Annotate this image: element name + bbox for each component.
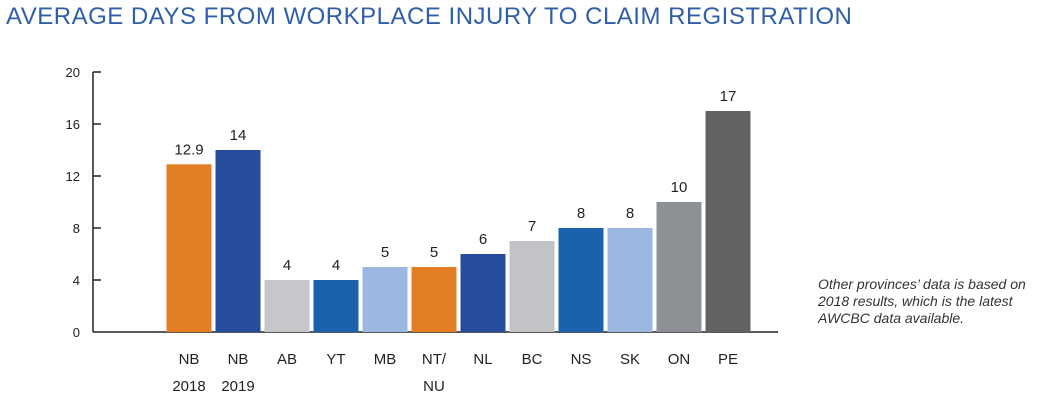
data-label: 4 — [283, 257, 291, 274]
bar — [313, 280, 359, 332]
bar — [264, 280, 310, 332]
data-label: 6 — [479, 231, 487, 248]
bars — [166, 111, 751, 332]
data-label: 5 — [381, 244, 389, 261]
data-label: 10 — [671, 179, 688, 196]
bar — [460, 254, 506, 332]
category-labels: NB 2018 NB 2019 AB YT MB NT/NU NL BC NS SK ON PE — [172, 351, 738, 395]
chart-title: AVERAGE DAYS FROM WORKPLACE INJURY TO CL… — [6, 3, 853, 30]
x-tick-label: NT/ — [422, 351, 447, 368]
y-tick-label: 0 — [73, 325, 80, 340]
bar — [362, 267, 408, 332]
x-tick-label: ON — [668, 351, 691, 368]
bar — [558, 228, 604, 332]
y-tick-label: 4 — [73, 273, 80, 288]
bar — [411, 267, 457, 332]
data-label: 14 — [230, 127, 247, 144]
x-tick-label: NB — [179, 351, 200, 368]
data-label: 8 — [577, 205, 585, 222]
bar — [705, 111, 751, 332]
data-label: 8 — [626, 205, 634, 222]
data-label: 5 — [430, 244, 438, 261]
y-tick-label: 20 — [66, 65, 80, 80]
data-label: 17 — [720, 88, 737, 105]
y-tick-label: 12 — [66, 169, 80, 184]
x-tick-label: 2018 — [172, 378, 205, 395]
x-tick-label: YT — [326, 351, 345, 368]
y-tick-label: 8 — [73, 221, 80, 236]
x-tick-label: NU — [423, 378, 445, 395]
x-tick-label: SK — [620, 351, 640, 368]
value-labels: 12.9 14 4 4 5 5 6 7 8 8 10 17 — [174, 88, 736, 274]
x-tick-label: MB — [374, 351, 397, 368]
y-tick-label: 16 — [66, 117, 80, 132]
x-tick-label: NS — [571, 351, 592, 368]
bar — [607, 228, 653, 332]
x-tick-label: PE — [718, 351, 738, 368]
x-tick-label: AB — [277, 351, 297, 368]
footnote: Other provinces’ data is based on 2018 r… — [818, 276, 1026, 326]
bar — [656, 202, 702, 332]
x-tick-label: NL — [473, 351, 492, 368]
data-label: 12.9 — [174, 141, 203, 158]
x-tick-label: 2019 — [221, 378, 254, 395]
data-label: 4 — [332, 257, 340, 274]
x-tick-label: BC — [522, 351, 543, 368]
bar — [509, 241, 555, 332]
x-tick-label: NB — [228, 351, 249, 368]
bar — [166, 164, 212, 332]
data-label: 7 — [528, 218, 536, 235]
bar — [215, 150, 261, 332]
